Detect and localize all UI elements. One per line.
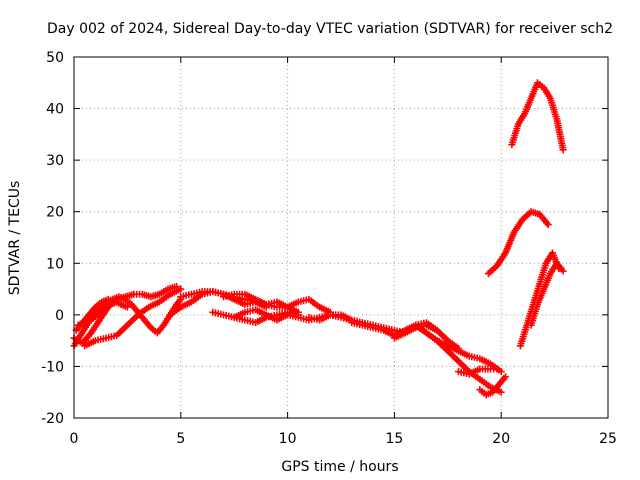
series-track-15: [454, 365, 501, 378]
data-point: [497, 368, 505, 376]
x-tick-label: 10: [279, 431, 297, 447]
data-point: [123, 303, 131, 311]
x-tick-labels: 0 5 10 15 20 25: [70, 431, 617, 447]
plot-area-frame: [73, 56, 609, 419]
series-track-17: [484, 208, 552, 278]
y-tick-label: -20: [41, 411, 64, 427]
series-track-9: [220, 290, 334, 316]
y-tick-label: 40: [46, 102, 64, 118]
x-tick-label: 20: [492, 431, 510, 447]
data-point: [493, 365, 501, 373]
data-point: [559, 267, 567, 275]
series-track-18: [508, 79, 567, 154]
series-track-14: [412, 321, 505, 396]
series-track-5: [74, 298, 131, 329]
y-tick-label: 0: [55, 308, 64, 324]
y-tick-labels: -20 -10 0 10 20 30 40 50: [41, 50, 64, 427]
data-point: [177, 285, 185, 293]
x-tick-label: 25: [599, 431, 617, 447]
grid-lines: [74, 57, 608, 418]
y-tick-label: 10: [46, 256, 64, 272]
x-tick-label: 0: [70, 431, 79, 447]
data-point: [559, 146, 567, 154]
series-track-16: [476, 373, 509, 399]
data-point: [501, 373, 509, 381]
axis-ticks: [73, 56, 609, 419]
y-tick-label: -10: [41, 359, 64, 375]
data-point: [544, 221, 552, 229]
x-tick-label: 5: [176, 431, 185, 447]
x-tick-label: 15: [385, 431, 403, 447]
series-track-19: [516, 249, 563, 350]
data-point: [497, 388, 505, 396]
y-tick-label: 30: [46, 153, 64, 169]
y-tick-label: 50: [46, 50, 64, 66]
series-track-20: [527, 259, 567, 329]
chart-title: Day 002 of 2024, Sidereal Day-to-day VTE…: [47, 21, 613, 37]
y-tick-label: 20: [46, 205, 64, 221]
data-points: [70, 79, 567, 399]
y-axis-label: SDTVAR / TECUs: [7, 181, 23, 296]
x-axis-label: GPS time / hours: [281, 459, 398, 475]
series-track-4: [81, 285, 185, 350]
